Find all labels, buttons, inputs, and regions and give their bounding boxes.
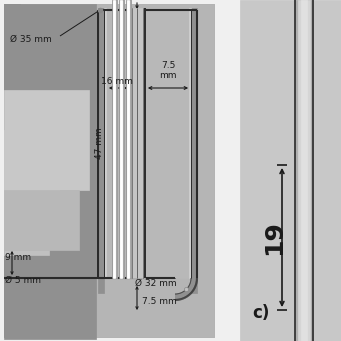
Bar [127, 0, 129, 278]
Text: 7.5 mm: 7.5 mm [142, 297, 177, 306]
Bar [191, 8, 197, 293]
Bar [4, 210, 49, 255]
Bar [4, 130, 59, 210]
Bar [112, 0, 117, 278]
Bar [295, 0, 313, 341]
Bar [104, 8, 106, 278]
Bar [4, 4, 20, 337]
Wedge shape [175, 278, 197, 300]
Bar [301, 0, 307, 341]
Text: Ø 32 mm: Ø 32 mm [135, 279, 177, 288]
Bar [240, 0, 341, 341]
Bar [4, 190, 79, 250]
Text: 47 mm: 47 mm [95, 127, 104, 159]
Bar [126, 0, 131, 278]
Bar [123, 0, 124, 278]
Bar [189, 8, 191, 278]
Text: 7.5
mm: 7.5 mm [159, 61, 177, 80]
Text: 19: 19 [262, 220, 286, 255]
Bar [130, 8, 145, 278]
Text: 16 mm: 16 mm [101, 77, 133, 86]
Text: Ø 5 mm: Ø 5 mm [5, 276, 41, 285]
Bar [4, 4, 96, 339]
Bar [113, 0, 115, 278]
Bar [4, 4, 214, 337]
Bar [4, 90, 89, 190]
Bar [98, 8, 104, 293]
Text: c): c) [252, 304, 269, 322]
Bar [116, 0, 117, 278]
Bar [106, 8, 189, 278]
Bar [20, 4, 214, 337]
Bar [119, 0, 124, 278]
Bar [120, 0, 121, 278]
Bar [298, 0, 310, 341]
Bar [130, 0, 131, 278]
Text: 9 mm: 9 mm [5, 253, 31, 262]
Text: Ø 35 mm: Ø 35 mm [10, 35, 52, 44]
